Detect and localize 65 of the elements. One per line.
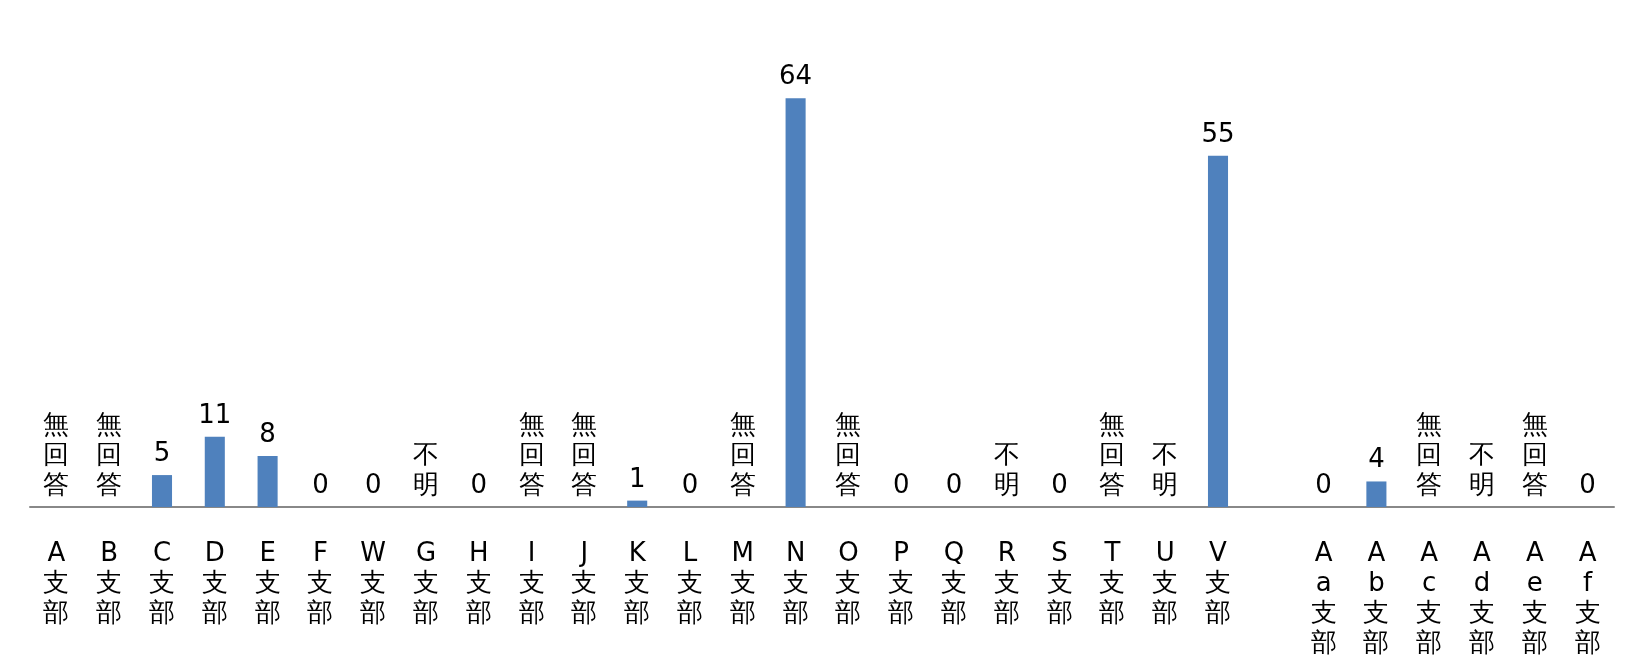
data-label: 8	[259, 417, 276, 448]
x-tick-label: M支部	[729, 537, 756, 627]
x-tick-label: Q支部	[941, 537, 967, 627]
data-label: 0	[470, 469, 488, 499]
text: 無回答	[518, 409, 545, 499]
text: 不明	[993, 439, 1020, 499]
text: 無回答	[571, 409, 598, 499]
x-tick-label: L支部	[677, 537, 703, 627]
x-tick-label: Ab支部	[1363, 537, 1390, 657]
x-tick-label: K支部	[624, 537, 651, 627]
text: 無回答	[96, 409, 123, 499]
x-tick-label: N支部	[782, 537, 809, 627]
text: 無回答	[1416, 409, 1443, 499]
text: 無回答	[729, 409, 756, 499]
data-label: 0	[364, 469, 382, 499]
x-tick-label: R支部	[993, 537, 1020, 627]
x-tick-label: J支部	[571, 537, 598, 627]
data-label: 0	[312, 469, 329, 499]
bar	[1207, 155, 1229, 507]
data-label: 1	[628, 462, 646, 493]
x-tick-label: G支部	[413, 537, 439, 627]
x-tick-label: W支部	[360, 537, 387, 627]
x-tick-label: Aa支部	[1310, 537, 1337, 657]
x-tick-label: B支部	[96, 537, 123, 627]
x-tick-label: T支部	[1099, 537, 1126, 627]
data-label: 5	[153, 437, 171, 468]
bar	[151, 475, 173, 507]
x-tick-label: V支部	[1205, 537, 1231, 627]
text: 不明	[413, 439, 439, 499]
x-tick-label: Af支部	[1574, 537, 1601, 657]
bar	[785, 98, 806, 507]
x-tick-label: I支部	[518, 537, 545, 627]
bar	[257, 455, 278, 507]
text: 不明	[1469, 439, 1495, 499]
data-label: 55	[1201, 117, 1235, 148]
text: 不明	[1152, 439, 1179, 499]
x-tick-label: Ae支部	[1521, 537, 1548, 657]
x-tick-label: C支部	[149, 537, 175, 627]
bar	[627, 500, 648, 507]
data-label: 64	[779, 60, 813, 91]
data-label: 4	[1368, 443, 1385, 474]
data-label: 0	[1315, 469, 1332, 499]
x-tick-label: O支部	[835, 537, 862, 627]
bar	[1366, 481, 1387, 507]
x-tick-label: H支部	[465, 537, 492, 627]
data-label: 0	[681, 469, 699, 499]
text: 無回答	[43, 409, 70, 499]
x-tick-label: Ad支部	[1469, 537, 1495, 657]
data-label: 0	[945, 469, 963, 499]
x-tick-label: F支部	[307, 537, 334, 627]
text: 無回答	[1099, 409, 1126, 499]
bar	[204, 436, 225, 507]
x-tick-label: E支部	[254, 537, 281, 627]
x-tick-label: P支部	[888, 537, 915, 627]
data-label: 0	[892, 469, 910, 499]
x-tick-label: U支部	[1152, 537, 1179, 627]
data-label: 11	[198, 398, 232, 429]
data-label: 0	[1579, 469, 1596, 499]
x-tick-label: A支部	[43, 537, 70, 627]
x-tick-label: Ac支部	[1416, 537, 1443, 657]
x-tick-label: D支部	[201, 537, 228, 627]
data-label: 0	[1051, 469, 1068, 499]
text: 無回答	[835, 409, 862, 499]
x-tick-label: S支部	[1046, 537, 1073, 627]
text: 無回答	[1521, 409, 1548, 499]
